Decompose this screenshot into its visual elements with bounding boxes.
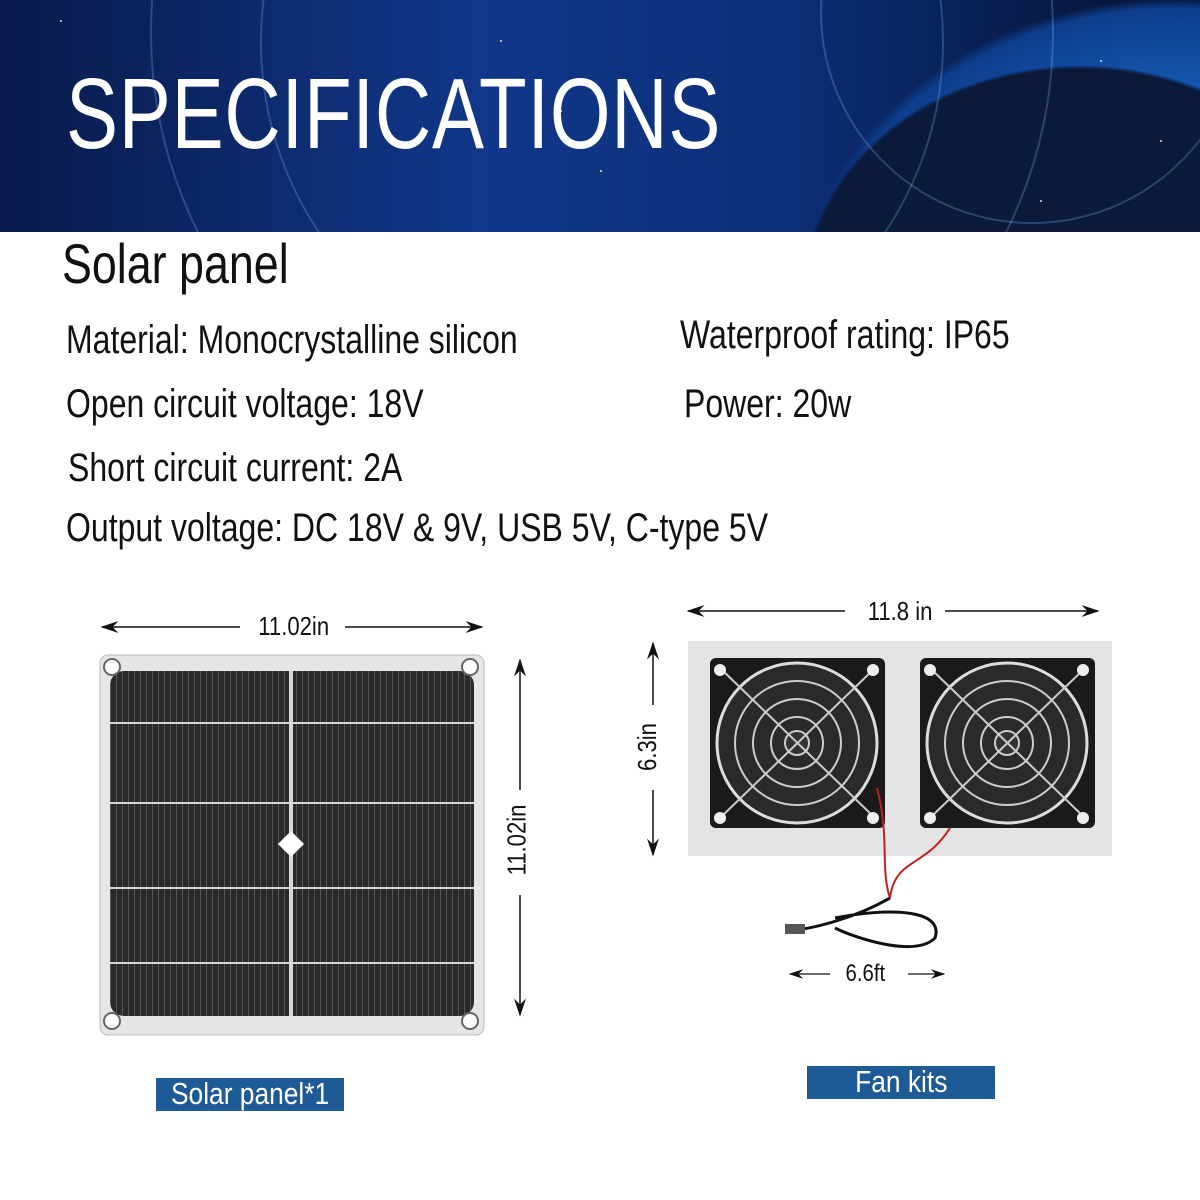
solar-height-label: 11.02in <box>501 804 532 876</box>
fan-width-label: 11.8 in <box>867 596 933 626</box>
spec-power: Power: 20w <box>684 382 852 426</box>
fan-kit-image <box>688 641 1112 948</box>
spec-short-circuit-current: Short circuit current: 2A <box>68 446 403 490</box>
solar-panel-caption: Solar panel*1 <box>156 1078 344 1111</box>
spec-output-voltage: Output voltage: DC 18V & 9V, USB 5V, C-t… <box>66 506 769 550</box>
section-title: Solar panel <box>62 232 289 295</box>
spec-open-circuit-voltage: Open circuit voltage: 18V <box>66 382 424 426</box>
spec-material: Material: Monocrystalline silicon <box>66 318 518 362</box>
spec-waterproof-rating: Waterproof rating: IP65 <box>680 313 1010 357</box>
fan-height-label: 6.3in <box>632 723 663 771</box>
fan-kits-caption: Fan kits <box>807 1066 995 1099</box>
cable-length-label: 6.6ft <box>845 960 886 987</box>
solar-width-label: 11.02in <box>258 611 330 641</box>
fan-right <box>920 658 1095 828</box>
solar-panel-image <box>99 654 485 1036</box>
banner-title: SPECIFICATIONS <box>66 58 722 170</box>
fan-left <box>710 658 885 828</box>
banner: SPECIFICATIONS <box>0 0 1200 232</box>
